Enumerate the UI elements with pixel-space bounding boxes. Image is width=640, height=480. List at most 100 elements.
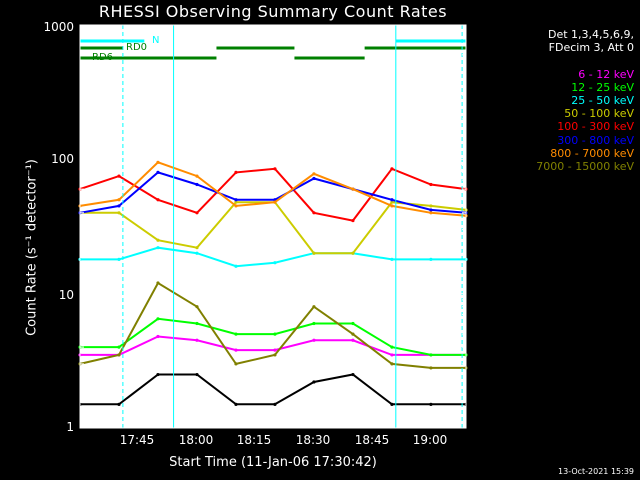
plot-area — [80, 25, 466, 428]
data-point — [351, 187, 355, 191]
data-point — [117, 204, 121, 208]
legend-entry-7: 300 - 800 keV — [557, 133, 634, 147]
data-point — [429, 208, 433, 212]
data-point — [351, 218, 355, 223]
data-point — [312, 305, 316, 309]
data-point — [273, 332, 277, 336]
data-point — [429, 366, 433, 370]
legend-entry-9: 7000 - 15000 keV — [536, 160, 634, 174]
data-point — [117, 174, 121, 178]
data-point — [312, 338, 316, 342]
data-point — [351, 251, 355, 255]
data-point — [234, 332, 238, 336]
data-point — [117, 198, 121, 202]
legend-entry-6: 100 - 300 keV — [557, 120, 634, 134]
data-point — [312, 211, 316, 215]
x-tick-label: 18:45 — [354, 433, 390, 447]
data-point — [351, 321, 355, 326]
generation-timestamp: 13-Oct-2021 15:39 — [558, 467, 634, 476]
data-point — [390, 402, 394, 406]
data-point — [195, 372, 199, 377]
data-point — [273, 200, 277, 204]
data-point — [234, 200, 238, 204]
data-point — [117, 345, 121, 349]
y-tick-label: 10 — [58, 288, 74, 302]
data-point — [195, 211, 199, 215]
flag-label-rd6: RD6 — [92, 52, 114, 63]
data-point — [429, 402, 433, 406]
data-point — [234, 402, 238, 406]
data-point — [390, 167, 394, 171]
flag-label-n: N — [152, 35, 160, 46]
data-point — [156, 160, 160, 164]
legend-entry-8: 800 - 7000 keV — [550, 146, 634, 160]
data-point — [156, 238, 160, 242]
data-point — [195, 321, 199, 326]
data-point — [117, 353, 121, 357]
legend: Det 1,3,4,5,6,9, FDecim 3, Att 0 3 - 6 k… — [474, 28, 634, 173]
data-point — [312, 172, 316, 176]
data-point — [117, 257, 121, 261]
data-point — [117, 402, 121, 406]
legend-entry-3: 12 - 25 keV — [571, 80, 634, 94]
x-tick-label: 18:00 — [178, 433, 214, 447]
data-point — [195, 174, 199, 178]
data-point — [234, 264, 238, 268]
chart-title: RHESSI Observing Summary Count Rates — [98, 2, 448, 21]
axes-frame — [79, 24, 467, 429]
legend-entry-4: 25 - 50 keV — [571, 94, 634, 108]
x-axis-label: Start Time (11-Jan-06 17:30:42) — [169, 455, 377, 470]
data-point — [312, 380, 316, 384]
y-tick-label: 1000 — [43, 20, 74, 34]
data-point — [312, 321, 316, 326]
data-point — [195, 305, 199, 309]
data-point — [156, 372, 160, 377]
data-point — [156, 334, 160, 339]
data-point — [234, 362, 238, 366]
legend-entry-5: 50 - 100 keV — [564, 107, 634, 121]
data-point — [429, 182, 433, 187]
data-point — [156, 317, 160, 321]
data-point — [234, 198, 238, 202]
data-point — [351, 332, 355, 336]
legend-entry-1: 3 - 6 keV — [585, 54, 634, 68]
data-point — [156, 246, 160, 250]
data-point — [156, 198, 160, 202]
data-point — [117, 211, 121, 215]
data-point — [390, 204, 394, 208]
data-point — [234, 170, 238, 174]
data-point — [195, 246, 199, 250]
data-point — [273, 261, 277, 265]
y-axis-label: Count Rate (s⁻¹ detector⁻¹) — [24, 159, 40, 336]
data-point — [234, 204, 238, 208]
data-point — [156, 281, 160, 285]
data-point — [273, 402, 277, 406]
data-point — [312, 176, 316, 181]
data-point — [312, 251, 316, 255]
data-point — [429, 211, 433, 215]
y-tick-label: 1 — [66, 420, 74, 434]
data-point — [429, 257, 433, 261]
data-point — [351, 372, 355, 377]
data-point — [195, 338, 199, 342]
x-tick-label: 17:45 — [119, 433, 155, 447]
data-point — [390, 257, 394, 261]
flag-label-rd0: RD0 — [126, 42, 148, 53]
legend-entry-2: 6 - 12 keV — [578, 67, 634, 81]
legend-header-1: Det 1,3,4,5,6,9, — [547, 28, 634, 41]
data-point — [234, 348, 238, 352]
data-point — [390, 198, 394, 202]
data-point — [390, 345, 394, 349]
x-tick-label: 18:30 — [295, 433, 331, 447]
data-point — [429, 204, 433, 208]
data-point — [429, 353, 433, 357]
data-point — [195, 251, 199, 255]
data-point — [273, 353, 277, 357]
data-point — [273, 348, 277, 352]
data-point — [273, 167, 277, 171]
data-point — [390, 353, 394, 357]
data-point — [195, 182, 199, 187]
data-point — [351, 338, 355, 342]
data-point — [390, 200, 394, 204]
